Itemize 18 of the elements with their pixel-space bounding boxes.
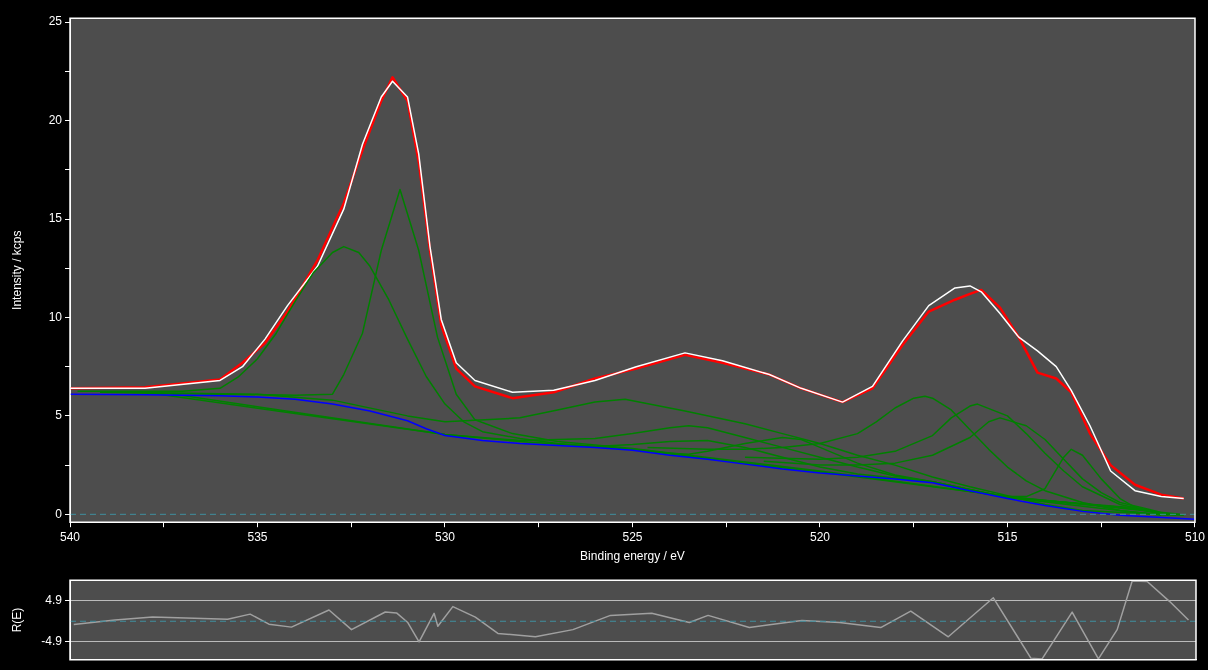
x-tick-label: 530	[434, 529, 456, 544]
x-tick-label: 520	[809, 529, 831, 544]
y-tick-label: 5	[55, 408, 63, 423]
y-tick-label: 25	[48, 14, 63, 29]
y-tick-label: 20	[48, 112, 63, 127]
y-tick-label: 0	[55, 506, 63, 521]
y-axis-title: R(E)	[9, 607, 24, 633]
x-axis-title: Binding energy / eV	[580, 549, 685, 564]
y-tick-label: -4.9	[41, 634, 63, 649]
y-axis-title: Intensity / kcps	[9, 230, 24, 310]
y-tick-label: 10	[48, 309, 63, 324]
y-tick-label: 15	[48, 211, 63, 226]
x-tick-label: 510	[1184, 529, 1206, 544]
x-tick-label: 525	[622, 529, 643, 544]
x-tick-label: 515	[997, 529, 1018, 544]
y-tick-label: 4.9	[45, 593, 63, 608]
x-tick-label: 535	[247, 529, 268, 544]
x-tick-label: 540	[59, 529, 81, 544]
